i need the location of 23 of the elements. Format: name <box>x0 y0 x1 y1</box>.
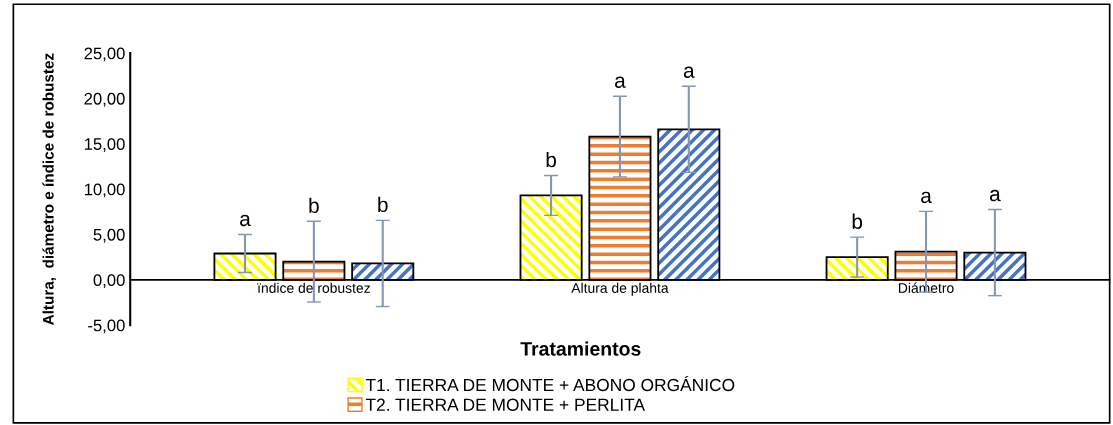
y-axis-title: Altura, diámetro e índice de robustez <box>42 53 56 325</box>
y-tick-label: 10,00 <box>84 183 125 198</box>
x-tick-label: Diámetro <box>898 282 954 293</box>
x-tick-label: Altura de plahta <box>571 282 669 296</box>
data-label: a <box>683 66 695 78</box>
data-label: b <box>546 151 556 168</box>
y-tick-label: -5,00 <box>88 319 125 334</box>
legend-label: T1. TIERRA DE MONTE + ABONO ORGÁNICO <box>365 375 735 392</box>
y-tick-label: 15,00 <box>84 138 125 152</box>
y-tick-label: 5,00 <box>93 228 125 243</box>
data-label: b <box>309 197 319 214</box>
y-tick-label: 0,00 <box>93 274 125 288</box>
data-label: a <box>989 189 1001 202</box>
data-label: a <box>615 76 626 88</box>
legend-label: T2. TIERRA DE MONTE + PERLITA <box>365 398 646 411</box>
y-tick-label: 20,00 <box>84 92 125 107</box>
data-label: a <box>921 191 932 204</box>
data-label: b <box>378 196 388 213</box>
y-tick-label: 25,00 <box>84 47 125 62</box>
data-label: b <box>852 213 863 229</box>
x-tick-label: ïndice de robustez <box>257 282 370 293</box>
data-label: a <box>240 214 251 227</box>
x-axis-title: Tratamientos <box>520 341 641 356</box>
